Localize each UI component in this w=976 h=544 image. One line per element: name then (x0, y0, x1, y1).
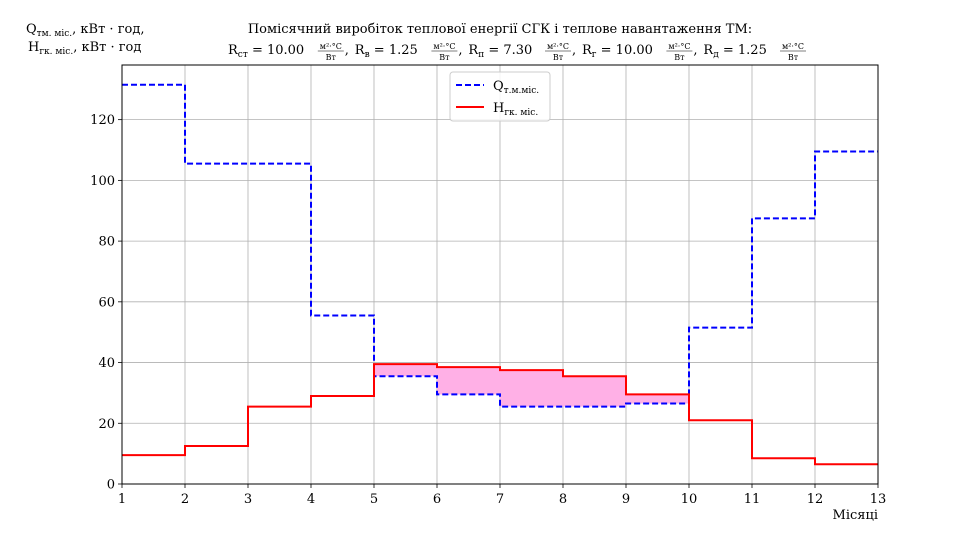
x-axis-ticks: 1 2 3 4 5 6 7 8 9 10 11 12 13 (118, 484, 886, 507)
series-line-h (122, 363, 878, 466)
x-tick-label: 5 (370, 492, 378, 507)
x-tick-label: 2 (181, 492, 189, 507)
title-unit-num: м²·°С (668, 42, 690, 51)
x-tick-label: 10 (681, 492, 698, 507)
x-tick-label: 12 (807, 492, 824, 507)
fill-between (374, 364, 689, 407)
y-tick-label: 60 (98, 295, 115, 310)
title-unit-num: м²·°С (547, 42, 569, 51)
title-param: Rг = 10.00 (582, 43, 653, 60)
fill-segment (500, 370, 563, 407)
series-line-q (122, 83, 878, 408)
y-axis-label-line: Qтм. міс., кВт · год, (26, 22, 144, 39)
title-unit-num: м²·°С (782, 42, 804, 51)
title-sep: , (458, 43, 462, 58)
title-unit-den: Вт (326, 53, 337, 62)
y-axis-label-line: Hгк. міс., кВт · год (28, 40, 141, 57)
x-tick-label: 4 (307, 492, 315, 507)
legend-label: Qт.м.міс. (493, 79, 539, 96)
y-tick-label: 40 (98, 356, 115, 371)
x-tick-label: 13 (870, 492, 887, 507)
title-sep: , (693, 43, 697, 58)
x-tick-label: 3 (244, 492, 252, 507)
y-tick-label: 0 (107, 478, 115, 493)
fill-segment (437, 367, 500, 395)
y-tick-label: 20 (98, 417, 115, 432)
x-axis-label: Місяці (833, 508, 878, 523)
title-sep: , (345, 43, 349, 58)
x-tick-label: 8 (559, 492, 567, 507)
title-param: Rп = 7.30 (468, 43, 532, 60)
title-sep: , (572, 43, 576, 58)
chart-title-line1: Помісячний виробіток теплової енергії СГ… (248, 22, 752, 37)
y-tick-label: 100 (90, 174, 115, 189)
grid (121, 65, 879, 485)
x-tick-label: 1 (118, 492, 126, 507)
x-tick-label: 11 (744, 492, 761, 507)
fill-segment (563, 376, 626, 407)
x-tick-label: 7 (496, 492, 504, 507)
y-tick-label: 120 (90, 113, 115, 128)
series-lines (122, 83, 878, 466)
y-tick-label: 80 (98, 235, 115, 250)
title-unit-den: Вт (674, 53, 685, 62)
title-unit-den: Вт (788, 53, 799, 62)
legend-label: Hгк. міс. (493, 101, 538, 118)
x-tick-label: 6 (433, 492, 441, 507)
fill-segment (626, 394, 689, 404)
title-unit-den: Вт (553, 53, 564, 62)
title-param: Rст = 10.00 (228, 43, 304, 60)
fill-segment (374, 364, 437, 377)
y-axis-label: Qтм. міс., кВт · год,Hгк. міс., кВт · го… (26, 22, 144, 57)
title-unit-num: м²·°С (320, 42, 342, 51)
title-unit-den: Вт (439, 53, 450, 62)
legend: Qт.м.міс. Hгк. міс. (449, 71, 551, 122)
chart-title: Помісячний виробіток теплової енергії СГ… (228, 22, 806, 62)
title-unit-num: м²·°С (433, 42, 455, 51)
x-tick-label: 9 (622, 492, 630, 507)
chart-title-params: Rст = 10.00 м²·°С Вт, Rв = 1.25 м²·°С Вт, Rп… (228, 42, 806, 62)
title-param: Rв = 1.25 (355, 43, 418, 60)
title-param: Rд = 1.25 (703, 43, 766, 60)
y-axis-ticks: 0 20 40 60 80 100 120 (90, 113, 122, 493)
